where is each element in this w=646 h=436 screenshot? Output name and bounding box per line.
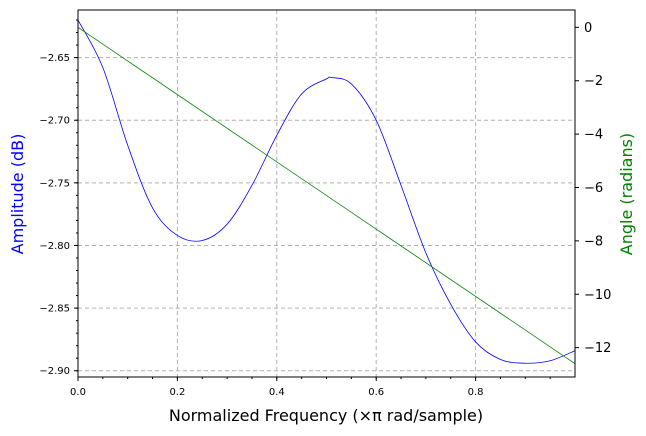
angle-series-line — [77, 27, 576, 364]
x-tick-label: 0.2 — [169, 387, 185, 398]
y-axis-right-title: Angle (radians) — [617, 133, 636, 255]
ticks: 0.0 0.2 0.4 0.6 0.8 −2.65 −2.70 −2.75 −2.80 −2.85… — [39, 19, 611, 398]
x-tick-label: 0.6 — [368, 387, 384, 398]
y-right-tick-label: −8 — [584, 234, 603, 249]
y-right-tick-label: −6 — [584, 181, 603, 196]
y-right-tick-label: −12 — [584, 341, 611, 356]
y-left-tick-label: −2.75 — [39, 178, 70, 189]
y-right-tick-label: −4 — [584, 128, 603, 143]
x-tick-label: 0.0 — [70, 387, 86, 398]
y-right-tick-label: 0 — [584, 21, 592, 36]
amplitude-series-line — [77, 19, 576, 364]
y-axis-left-title: Amplitude (dB) — [8, 134, 27, 255]
y-left-tick-label: −2.80 — [39, 241, 70, 252]
y-left-tick-label: −2.65 — [39, 53, 70, 64]
y-left-tick-label: −2.70 — [39, 116, 70, 127]
y-left-tick-label: −2.90 — [39, 366, 70, 377]
y-right-tick-label: −2 — [584, 74, 603, 89]
x-tick-label: 0.4 — [269, 387, 285, 398]
grid-lines — [78, 10, 575, 377]
y-left-tick-label: −2.85 — [39, 304, 70, 315]
y-right-tick-label: −10 — [584, 288, 611, 303]
x-tick-label: 0.8 — [468, 387, 484, 398]
plot-frame — [77, 9, 576, 378]
series-layer — [77, 19, 576, 364]
x-axis-title: Normalized Frequency (×π rad/sample) — [169, 406, 483, 425]
